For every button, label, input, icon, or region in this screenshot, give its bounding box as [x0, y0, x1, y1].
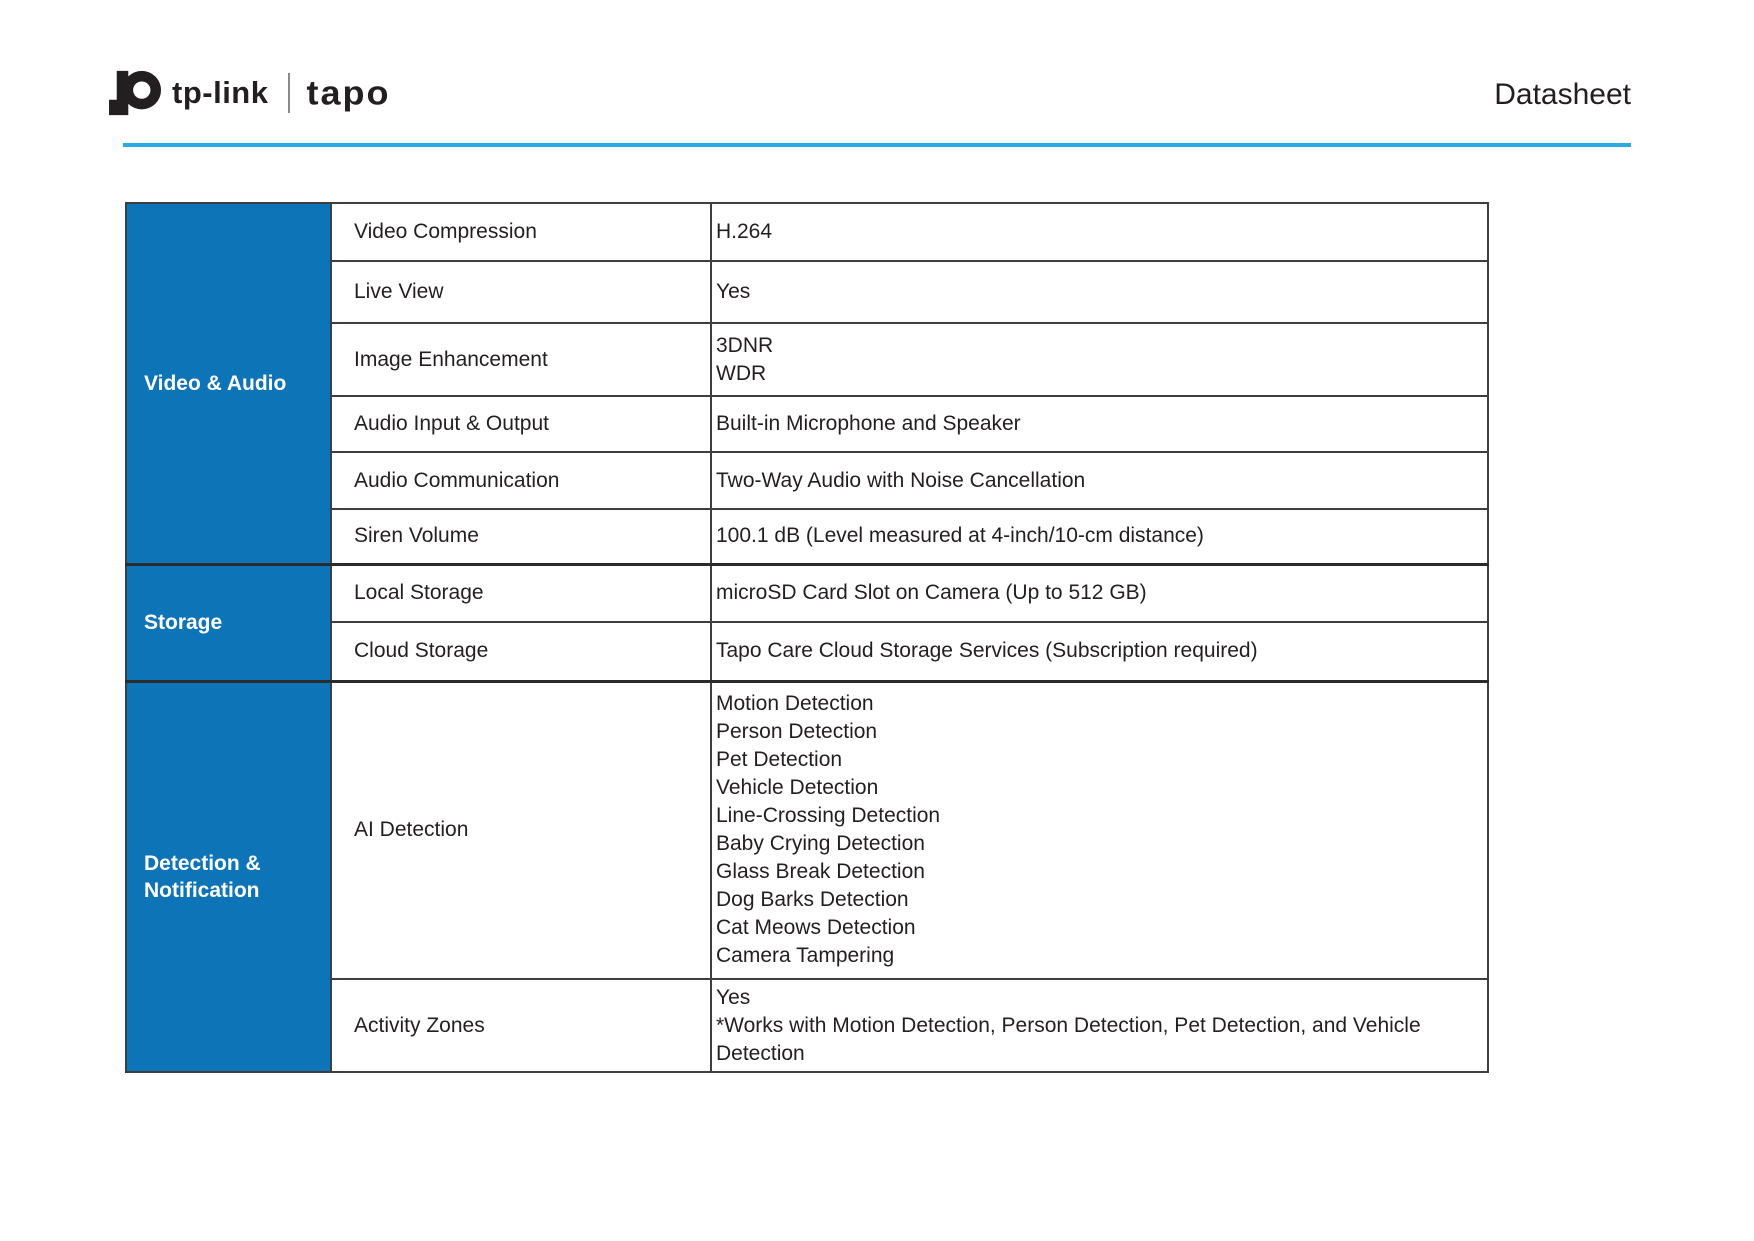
- table-row: Audio Input & Output Built-in Microphone …: [126, 395, 1489, 453]
- spec-table: Video & Audio Video Compression H.264 Live …: [125, 202, 1489, 1073]
- spec-value-cell: H.264: [710, 202, 1489, 262]
- tapo-wordmark: tapo: [306, 72, 391, 113]
- table-row: Live View Yes: [126, 260, 1489, 324]
- brand-lockup: tp-link tapo: [107, 64, 391, 122]
- table-row: Siren Volume 100.1 dB (Level measured at …: [126, 508, 1489, 565]
- spec-label-cell: Video Compression: [330, 202, 712, 262]
- spec-value-cell: microSD Card Slot on Camera (Up to 512 G…: [710, 562, 1489, 623]
- spec-label-cell: Siren Volume: [330, 508, 712, 565]
- brand-name: tp-link: [172, 75, 269, 110]
- table-row: Activity Zones Yes *Works with Motion Det…: [126, 978, 1489, 1073]
- spec-label-cell: AI Detection: [330, 679, 712, 980]
- table-row: Detection & Notification AI Detection Moti…: [125, 679, 1489, 1073]
- table-row: Audio Communication Two-Way Audio with No…: [126, 451, 1489, 510]
- spec-label-cell: Audio Input & Output: [330, 395, 712, 453]
- section-header-cell: Storage: [125, 562, 332, 682]
- section-header-cell: Video & Audio: [125, 202, 332, 565]
- spec-label-cell: Local Storage: [330, 562, 712, 623]
- spec-value-cell: Two-Way Audio with Noise Cancellation: [710, 451, 1489, 510]
- spec-label-cell: Cloud Storage: [330, 621, 712, 682]
- spec-value-cell: Yes *Works with Motion Detection, Person…: [710, 978, 1489, 1073]
- spec-value-cell: 100.1 dB (Level measured at 4-inch/10-cm…: [710, 508, 1489, 565]
- spec-value-cell: Motion Detection Person Detection Pet De…: [710, 679, 1489, 980]
- spec-value-cell: 3DNR WDR: [710, 322, 1489, 397]
- spec-label-cell: Activity Zones: [330, 978, 712, 1073]
- document-type-label: Datasheet: [1494, 78, 1631, 111]
- spec-value-cell: Tapo Care Cloud Storage Services (Subscr…: [710, 621, 1489, 682]
- spec-label-cell: Image Enhancement: [330, 322, 712, 397]
- spec-value-cell: Yes: [710, 260, 1489, 324]
- section-header-cell: Detection & Notification: [125, 679, 332, 1073]
- spec-label-cell: Live View: [330, 260, 712, 324]
- spec-table-body: Video & Audio Video Compression H.264 Live …: [125, 202, 1489, 1073]
- table-row: Video & Audio Video Compression H.264: [125, 202, 1489, 565]
- table-row: Storage Local Storage microSD Card Slot on…: [125, 562, 1489, 682]
- header-rule: [123, 143, 1631, 147]
- spec-label-cell: Audio Communication: [330, 451, 712, 510]
- table-row: Image Enhancement 3DNR WDR: [126, 322, 1489, 397]
- table-row: Cloud Storage Tapo Care Cloud Storage Ser…: [126, 621, 1489, 682]
- brand-divider: [287, 73, 290, 113]
- tp-link-logo-icon: [107, 67, 165, 119]
- spec-value-cell: Built-in Microphone and Speaker: [710, 395, 1489, 453]
